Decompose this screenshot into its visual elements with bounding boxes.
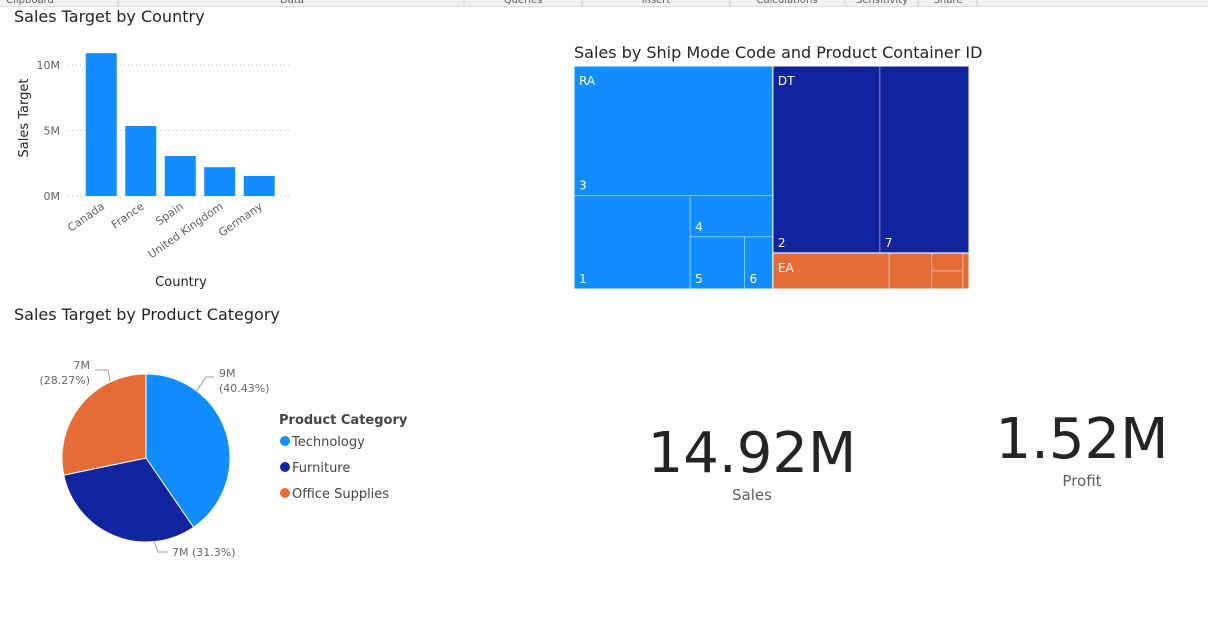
treemap-tile [888, 252, 933, 290]
x-tick-label: Germany [216, 200, 265, 240]
pie-slice [63, 457, 195, 543]
tile-label: 5 [695, 272, 703, 286]
pie-data-label: 7M (31.3%) [172, 546, 236, 559]
leader-line [153, 540, 168, 553]
ribbon-bar [0, 0, 1208, 6]
legend-label: Office Supplies [292, 487, 389, 502]
treemap-tile [689, 236, 745, 290]
pie-data-label: 9M (40.43%) [219, 367, 270, 395]
chart-title: Sales by Ship Mode Code and Product Cont… [574, 43, 982, 62]
x-tick-label: Spain [153, 200, 186, 228]
x-tick-label: United Kingdom [146, 200, 226, 261]
treemap-group [772, 252, 970, 290]
group-label: RA [579, 74, 596, 88]
tile-label: 1 [579, 272, 587, 286]
ribbon-group-label: Queries [504, 0, 543, 6]
leader-line [195, 376, 214, 393]
ribbon-group-label: Insert [642, 0, 671, 6]
card-value: 1.52M [995, 407, 1168, 472]
tile-label: 3 [579, 178, 587, 192]
x-tick-label: France [109, 200, 147, 232]
legend-marker [280, 436, 290, 446]
group-label: DT [778, 74, 795, 88]
treemap-tile [772, 65, 881, 254]
bar [85, 53, 117, 197]
x-tick-label: Canada [65, 200, 107, 235]
ribbon-group-label: Clipboard [6, 0, 54, 6]
tile-label: 7 [885, 236, 893, 250]
bar [125, 126, 157, 196]
treemap-tile [962, 252, 970, 290]
legend-title: Product Category [279, 413, 408, 428]
ribbon-group-label: Sensitivity [856, 0, 908, 6]
treemap-tile [879, 65, 970, 254]
legend-label: Furniture [292, 461, 350, 476]
bar [243, 175, 275, 196]
treemap-tile [573, 195, 691, 290]
card-value: 14.92M [648, 421, 857, 486]
y-tick-label: 10M [37, 59, 61, 72]
tile-label: 2 [778, 236, 786, 250]
tile-label: 6 [750, 272, 758, 286]
y-axis-title: Sales Target [17, 79, 32, 158]
treemap-tile [931, 252, 964, 272]
leader-line [95, 369, 111, 382]
treemap-tile [931, 270, 964, 290]
chart-title: Sales Target by Product Category [14, 305, 280, 324]
legend-marker [280, 462, 290, 472]
card-label: Profit [1062, 472, 1101, 490]
y-tick-label: 5M [44, 125, 61, 138]
card-label: Sales [732, 486, 772, 504]
x-axis-title: Country [155, 275, 207, 290]
pie-data-label: 7M (28.27%) [39, 359, 90, 387]
group-label: EA [778, 261, 795, 275]
legend-marker [280, 488, 290, 498]
treemap-tile [573, 65, 774, 196]
pie-slice [61, 373, 147, 476]
tile-label: 4 [695, 220, 703, 234]
legend-label: Technology [291, 435, 365, 450]
ribbon-group-label: Data [280, 0, 304, 6]
ribbon-group-label: Calculations [757, 0, 818, 6]
bar [204, 167, 236, 196]
pie-slice [145, 373, 231, 528]
ribbon-group-label: Share [934, 0, 963, 6]
y-tick-label: 0M [44, 190, 61, 203]
bar [164, 156, 196, 196]
chart-title: Sales Target by Country [14, 7, 205, 26]
